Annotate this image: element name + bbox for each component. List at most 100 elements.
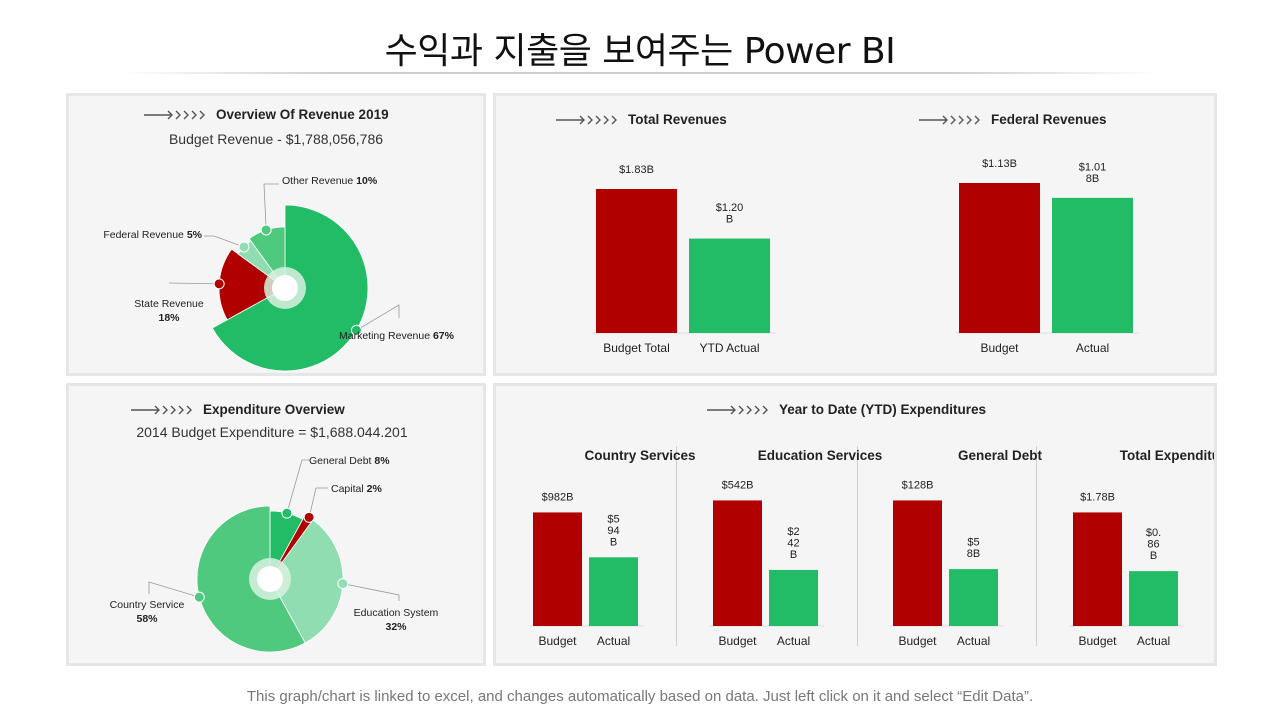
title-divider (120, 72, 1160, 74)
section-divider (676, 446, 677, 646)
pie-slice-label: Capital 2% (331, 483, 382, 495)
expenditure-overview-title: Expenditure Overview (203, 402, 345, 417)
bar-country-services-actual[interactable] (589, 557, 638, 626)
revenue-overview-panel[interactable]: Overview Of Revenue 2019 Budget Revenue … (66, 93, 486, 376)
revenues-panel[interactable]: Total Revenues Federal Revenues $1.83B Bu… (493, 93, 1217, 376)
pie-slice-label: Country Service (110, 599, 185, 611)
pie-slice-percent: 58% (136, 613, 158, 625)
pie-slice-label: Other Revenue 10% (282, 175, 378, 187)
bar-category-label: Budget (898, 634, 937, 648)
bar-category-label: Budget (980, 341, 1019, 355)
bar-value-label: B (726, 214, 733, 226)
bar-value-label: 94 (607, 525, 619, 537)
arrow-chevrons-icon (707, 405, 768, 414)
pie-slice-percent: 2% (367, 483, 383, 495)
bar-category-label: Actual (1137, 634, 1170, 648)
bar-category-label: YTD Actual (699, 341, 759, 355)
bar-value-label: $982B (542, 491, 574, 503)
revenues-bar-charts[interactable]: $1.83B Budget Total $1.20B YTD Actual $1.13B… (496, 96, 1214, 373)
expenditure-overview-subtitle: 2014 Budget Expenditure = $1,688.044.201 (136, 424, 408, 440)
pie-slice-marker (260, 224, 272, 236)
bar-category-label: Actual (1076, 341, 1109, 355)
footer-note: This graph/chart is linked to excel, and… (246, 688, 1034, 705)
pie-slice-marker (213, 278, 225, 290)
bar-chart-title: General Debt (958, 448, 1043, 463)
arrow-chevrons-icon (919, 115, 980, 124)
ytd-expenditures-title: Year to Date (YTD) Expenditures (779, 402, 987, 417)
bar-total-revenues-ytd-actual[interactable] (689, 238, 770, 333)
pie-slice-name: Marketing Revenue (339, 330, 433, 342)
bar-country-services-budget[interactable] (533, 512, 582, 626)
revenue-overview-heading: Overview Of Revenue 2019 (144, 107, 389, 122)
pie-leader-line (342, 583, 400, 601)
bar-chart-title: Total Expenditures (1120, 448, 1214, 463)
bar-value-label: $2 (787, 526, 799, 538)
bar-general-debt-budget[interactable] (893, 500, 942, 626)
pie-slice-name: Federal Revenue (103, 229, 186, 241)
pie-slice-percent: 67% (433, 330, 455, 342)
bar-total-revenues-budget-total[interactable] (596, 189, 677, 333)
pie-slice-marker (281, 507, 293, 519)
pie-slice-marker (350, 324, 362, 336)
bar-value-label: $5 (967, 537, 979, 549)
bar-value-label: 8B (1086, 173, 1099, 185)
pie-slice-name: General Debt (309, 455, 374, 467)
expenditure-overview-heading: Expenditure Overview (131, 402, 345, 417)
bar-value-label: 42 (787, 537, 799, 549)
pie-center-hole (257, 566, 283, 592)
bar-general-debt-actual[interactable] (949, 569, 998, 626)
pie-slice-label: Marketing Revenue 67% (339, 330, 455, 342)
bar-value-label: $1.13B (982, 158, 1017, 170)
pie-slice-label: Education System (354, 607, 439, 619)
bar-total-expenditures-budget[interactable] (1073, 512, 1122, 626)
ytd-bar-charts[interactable]: Country Services$982BBudget$594BActualEd… (496, 386, 1214, 663)
pie-slice-label: General Debt 8% (309, 455, 390, 467)
pie-slice-percent: 8% (374, 455, 390, 467)
bar-value-label: $1.83B (619, 164, 654, 176)
pie-slice-percent: 32% (385, 621, 407, 633)
pie-slice-label: State Revenue (134, 298, 204, 310)
pie-leader-line (168, 282, 220, 285)
bar-value-label: 86 (1147, 539, 1159, 551)
pie-slice-marker (303, 511, 315, 523)
bar-value-label: $128B (902, 479, 934, 491)
pie-leader-line (356, 304, 400, 331)
bar-education-services-actual[interactable] (769, 569, 818, 626)
bar-chart-title: Country Services (584, 448, 695, 463)
total-revenues-heading: Total Revenues (556, 112, 727, 127)
arrow-chevrons-icon (144, 110, 205, 119)
arrow-chevrons-icon (131, 405, 192, 414)
bar-value-label: $5 (607, 513, 619, 525)
pie-leader-line (148, 581, 200, 598)
expenditure-pie-chart[interactable]: General Debt 8% Capital 2% Education Syste… (69, 386, 483, 663)
pie-leader-line (263, 183, 279, 231)
revenue-pie-chart[interactable]: Marketing Revenue 67% State Revenue 18% Fed… (69, 96, 483, 373)
bar-value-label: $1.20 (716, 202, 744, 214)
bar-category-label: Budget Total (603, 341, 670, 355)
bar-category-label: Budget (538, 634, 577, 648)
arrow-chevrons-icon (556, 115, 617, 124)
bar-federal-revenues-actual[interactable] (1052, 197, 1133, 333)
bar-value-label: B (1150, 550, 1157, 562)
bar-category-label: Budget (718, 634, 757, 648)
pie-leader-line (286, 459, 309, 514)
pie-slice-marker (238, 241, 250, 253)
ytd-expenditures-panel[interactable]: Year to Date (YTD) Expenditures Country … (493, 383, 1217, 666)
total-revenues-title: Total Revenues (628, 112, 727, 127)
bar-value-label: B (790, 549, 797, 561)
pie-slice-name: Other Revenue (282, 175, 356, 187)
expenditure-overview-panel[interactable]: Expenditure Overview 2014 Budget Expendi… (66, 383, 486, 666)
pie-center-hole (272, 275, 298, 301)
bar-category-label: Actual (957, 634, 990, 648)
bar-value-label: B (610, 536, 617, 548)
pie-slice-percent: 18% (158, 312, 180, 324)
bar-total-expenditures-actual[interactable] (1129, 571, 1178, 626)
pie-slice-percent: 5% (187, 229, 203, 241)
bar-education-services-budget[interactable] (713, 500, 762, 626)
bar-federal-revenues-budget[interactable] (959, 183, 1040, 333)
pie-slice-marker (193, 591, 205, 603)
bar-category-label: Budget (1078, 634, 1117, 648)
revenue-overview-subtitle: Budget Revenue - $1,788,056,786 (168, 131, 384, 147)
pie-slice-name: Capital (331, 483, 367, 495)
